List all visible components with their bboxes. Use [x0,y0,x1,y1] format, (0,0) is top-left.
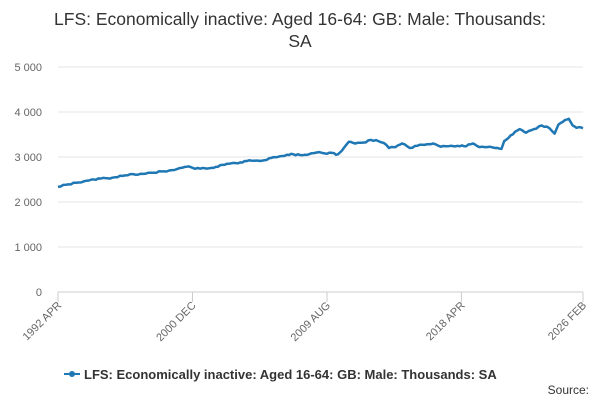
y-tick-label: 2 000 [14,197,42,209]
legend[interactable]: LFS: Economically inactive: Aged 16-64: … [64,367,497,382]
y-tick-label: 0 [36,287,42,299]
grid-lines [58,66,583,248]
x-axis: 1992 APR 2000 DEC 2009 AUG 2018 APR 2026 FEB [21,291,589,344]
legend-label: LFS: Economically inactive: Aged 16-64: … [84,367,497,382]
x-tick-label: 2018 APR [424,300,468,344]
y-tick-label: 5 000 [14,62,42,74]
y-tick-label: 3 000 [14,152,42,164]
y-axis: 0 1 000 2 000 3 000 4 000 5 000 [14,62,42,299]
y-tick-label: 1 000 [14,242,42,254]
x-tick-label: 2009 AUG [289,300,333,344]
source-label: Source: [548,383,589,397]
x-tick-label: 1992 APR [21,300,65,344]
x-tick-label: 2000 DEC [154,300,198,344]
y-tick-label: 4 000 [14,107,42,119]
legend-dot-marker [69,371,75,377]
series-layer [57,117,584,188]
x-tick-label: 2026 FEB [546,300,589,343]
series-line[interactable] [57,117,584,188]
chart-title: LFS: Economically inactive: Aged 16-64: … [54,9,546,51]
